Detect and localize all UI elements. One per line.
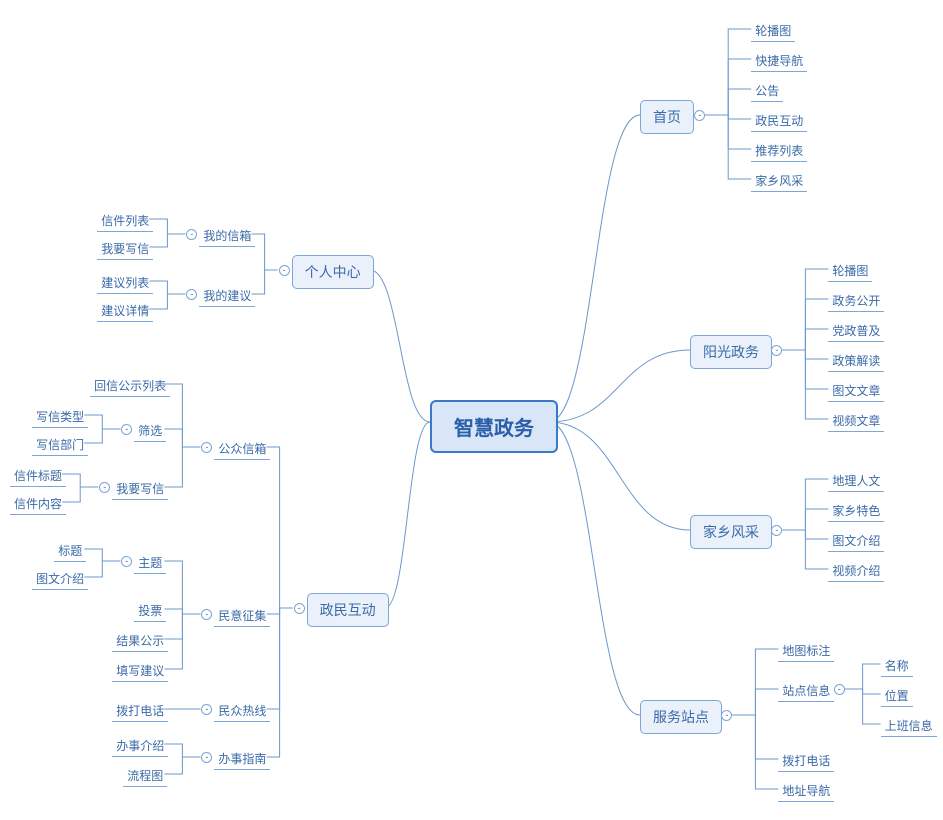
branch-home-leaf-1: 快捷导航	[751, 50, 807, 72]
pm-filter: 筛选	[134, 420, 166, 442]
branch-town-leaf-1: 家乡特色	[828, 500, 884, 522]
hotline-leaf-0: 拨打电话	[112, 700, 168, 722]
branch-home-leaf-0: 轮播图	[751, 20, 795, 42]
poll-leaf-2: 填写建议	[112, 660, 168, 682]
branch-home-leaf-3: 政民互动	[751, 110, 807, 132]
poll-leaf-0: 投票	[134, 600, 166, 622]
site-info-sub-0: 名称	[881, 655, 913, 677]
poll: 民意征集	[214, 605, 270, 627]
branch-interact: 政民互动	[307, 593, 389, 627]
site-info-sub-1: 位置	[881, 685, 913, 707]
pm-filter-1: 写信部门	[32, 434, 88, 456]
branch-town-leaf-2: 图文介绍	[828, 530, 884, 552]
guide: 办事指南	[214, 748, 270, 770]
collapse-icon[interactable]: -	[279, 265, 290, 276]
collapse-icon[interactable]: -	[294, 603, 305, 614]
site-info-sub-2: 上班信息	[881, 715, 937, 737]
branch-sunny-leaf-1: 政务公开	[828, 290, 884, 312]
pm-filter-0: 写信类型	[32, 406, 88, 428]
branch-service-leaf-2: 拨打电话	[778, 750, 834, 772]
branch-sunny-leaf-4: 图文文章	[828, 380, 884, 402]
mailbox-leaf-0: 信件列表	[97, 210, 153, 232]
poll-leaf-1: 结果公示	[112, 630, 168, 652]
branch-town-leaf-3: 视频介绍	[828, 560, 884, 582]
branch-service-leaf-3: 地址导航	[778, 780, 834, 802]
branch-home-leaf-4: 推荐列表	[751, 140, 807, 162]
branch-home-leaf-5: 家乡风采	[751, 170, 807, 192]
poll-topic-1: 图文介绍	[32, 568, 88, 590]
pm-write-0: 信件标题	[10, 465, 66, 487]
collapse-icon[interactable]: -	[834, 684, 845, 695]
branch-service-leaf-0: 地图标注	[778, 640, 834, 662]
branch-sunny-leaf-2: 党政普及	[828, 320, 884, 342]
guide-leaf-1: 流程图	[123, 765, 167, 787]
branch-town: 家乡风采	[690, 515, 772, 549]
hotline: 民众热线	[214, 700, 270, 722]
poll-topic-0: 标题	[54, 540, 86, 562]
suggest-leaf-1: 建议详情	[97, 300, 153, 322]
branch-sunny-leaf-0: 轮播图	[828, 260, 872, 282]
branch-town-leaf-0: 地理人文	[828, 470, 884, 492]
branch-home-leaf-2: 公告	[751, 80, 783, 102]
branch-service-leaf-1: 站点信息	[778, 680, 834, 702]
guide-leaf-0: 办事介绍	[112, 735, 168, 757]
branch-personal: 个人中心	[292, 255, 374, 289]
personal-suggest: 我的建议	[199, 285, 255, 307]
mailbox-leaf-1: 我要写信	[97, 238, 153, 260]
pm-reply-list: 回信公示列表	[90, 375, 170, 397]
branch-sunny: 阳光政务	[690, 335, 772, 369]
root-node: 智慧政务	[430, 400, 558, 453]
public-mailbox: 公众信箱	[214, 438, 270, 460]
branch-service: 服务站点	[640, 700, 722, 734]
poll-topic: 主题	[134, 552, 166, 574]
pm-write-1: 信件内容	[10, 493, 66, 515]
branch-sunny-leaf-3: 政策解读	[828, 350, 884, 372]
pm-write: 我要写信	[112, 478, 168, 500]
personal-mailbox: 我的信箱	[199, 225, 255, 247]
branch-home: 首页	[640, 100, 694, 134]
branch-sunny-leaf-5: 视频文章	[828, 410, 884, 432]
suggest-leaf-0: 建议列表	[97, 272, 153, 294]
